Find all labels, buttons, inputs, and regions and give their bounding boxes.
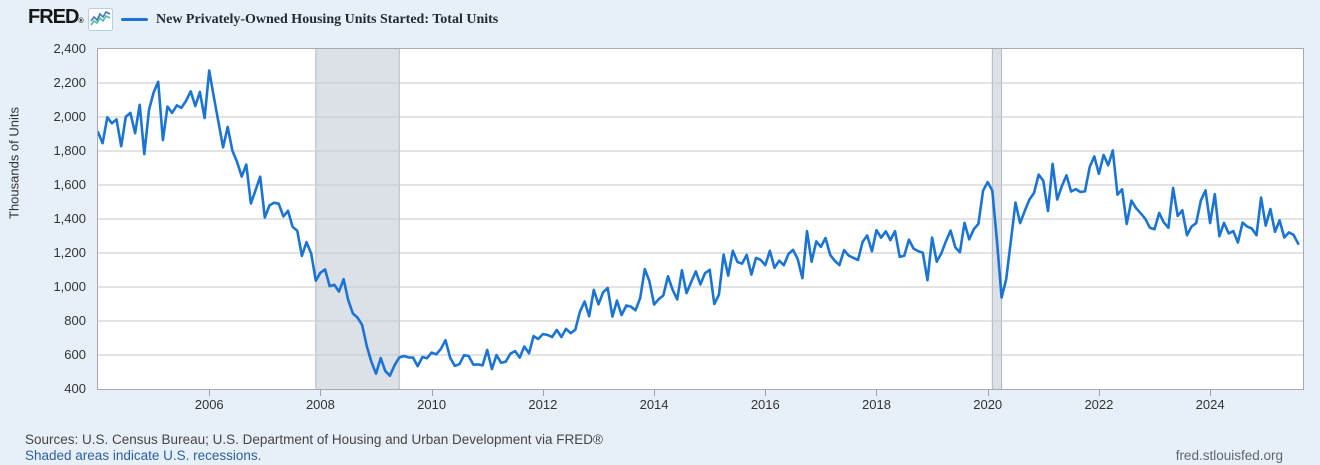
x-axis-tick-label: 2022 [1084,397,1114,412]
x-axis-tick-mark [542,390,544,396]
y-axis-tick-label: 400 [64,381,86,396]
series-title: New Privately-Owned Housing Units Starte… [156,12,499,27]
x-axis-tick-mark [320,390,322,396]
y-axis-tick-label: 2,000 [53,109,86,124]
x-axis-tick-mark [987,390,989,396]
fred-logo-text: FRED [28,6,79,28]
x-axis-tick-label: 2018 [862,397,891,412]
sources-note: Sources: U.S. Census Bureau; U.S. Depart… [25,432,603,447]
y-axis-tick-label: 600 [64,347,86,362]
registered-mark: ® [78,18,84,25]
x-axis-tick-label: 2020 [973,397,1003,412]
x-axis-tick-label: 2006 [194,397,224,412]
x-axis-tick-label: 2008 [305,397,335,412]
chart-canvas [98,49,1303,389]
x-axis-tick-mark [1210,390,1212,396]
x-axis-tick-mark [654,390,656,396]
x-axis-tick-label: 2014 [639,397,669,412]
y-axis-tick-label: 800 [64,313,86,328]
x-axis-tick-mark [431,390,433,396]
x-axis-tick-label: 2010 [417,397,447,412]
series-line [98,69,1300,378]
plot-area[interactable] [97,48,1304,390]
y-axis-tick-label: 1,400 [53,211,86,226]
x-axis-tick-mark [876,390,878,396]
x-axis-tick-mark [765,390,767,396]
recession-note-link[interactable]: Shaded areas indicate U.S. recessions. [25,448,262,463]
fred-logo[interactable]: FRED® [28,6,84,29]
x-axis-tick-label: 2016 [750,397,780,412]
series-legend-swatch [121,18,148,21]
x-axis-tick-label: 2024 [1195,397,1225,412]
site-link: fred.stlouisfed.org [1175,448,1283,463]
x-axis-tick-mark [1098,390,1100,396]
y-axis-tick-label: 1,800 [53,143,86,158]
y-axis-tick-label: 1,000 [53,279,86,294]
y-axis-tick-label: 1,200 [53,245,86,260]
fred-sparkline-icon [88,8,113,31]
y-axis-tick-label: 2,200 [53,75,86,90]
x-axis-tick-label: 2012 [528,397,558,412]
y-axis-tick-label: 2,400 [53,41,86,56]
y-axis-tick-label: 1,600 [53,177,86,192]
x-axis-tick-mark [209,390,211,396]
